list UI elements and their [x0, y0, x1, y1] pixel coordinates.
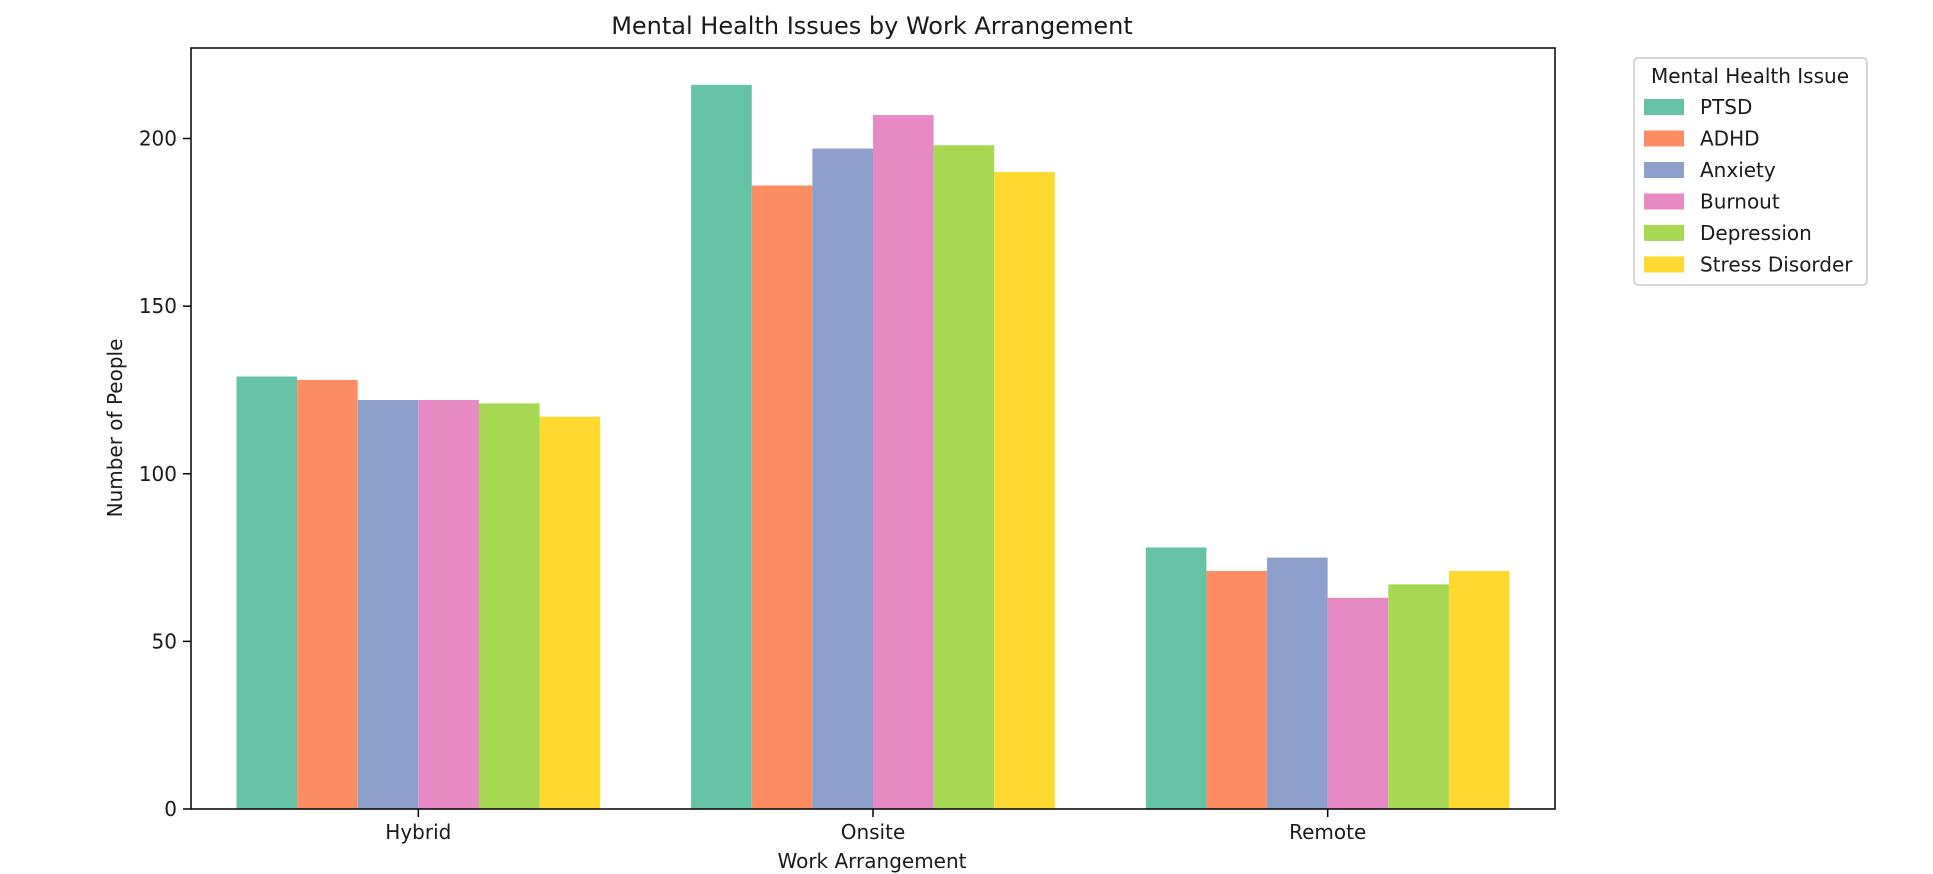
- legend-label: Stress Disorder: [1700, 253, 1853, 277]
- legend: Mental Health Issue PTSD ADHD Anxiety Burno…: [1633, 57, 1868, 286]
- legend-label: Depression: [1700, 221, 1812, 245]
- y-tick-label: 100: [139, 462, 177, 486]
- legend-frame: [1633, 57, 1868, 286]
- bar-burnout-remote: [1327, 597, 1389, 809]
- x-tick-label: Onsite: [841, 820, 906, 844]
- y-tick-label: 200: [139, 127, 177, 151]
- bars-group: [236, 84, 1510, 810]
- legend-swatch: [1644, 225, 1684, 241]
- bar-anxiety-remote: [1267, 557, 1328, 809]
- bar-depression-onsite: [933, 145, 995, 810]
- y-tick-label: 0: [164, 797, 177, 821]
- legend-swatch: [1644, 99, 1684, 115]
- legend-swatch: [1644, 193, 1684, 210]
- bar-anxiety-hybrid: [357, 400, 419, 809]
- legend-label: Anxiety: [1700, 158, 1776, 182]
- bar-adhd-remote: [1206, 570, 1268, 809]
- legend-swatch: [1644, 130, 1684, 147]
- bar-depression-remote: [1388, 584, 1449, 809]
- bar-anxiety-onsite: [812, 148, 873, 809]
- bar-ptsd-hybrid: [236, 376, 298, 809]
- x-tick-label: Hybrid: [385, 820, 451, 844]
- legend-title: Mental Health Issue: [1651, 64, 1849, 88]
- bar-depression-hybrid: [478, 403, 540, 809]
- y-axis: 0 50 100 150 200: [139, 127, 191, 821]
- bar-burnout-onsite: [873, 115, 934, 810]
- bar-burnout-hybrid: [418, 400, 479, 809]
- bar-ptsd-onsite: [691, 84, 752, 809]
- legend-label: PTSD: [1700, 95, 1752, 119]
- x-tick-label: Remote: [1289, 820, 1366, 844]
- legend-items: PTSD ADHD Anxiety Burnout Depression Stress D…: [1644, 95, 1853, 277]
- bar-ptsd-remote: [1145, 547, 1207, 809]
- x-axis-label: Work Arrangement: [777, 849, 966, 873]
- chart-title: Mental Health Issues by Work Arrangement: [611, 12, 1133, 40]
- legend-label: ADHD: [1700, 127, 1760, 151]
- bar-adhd-hybrid: [297, 379, 358, 809]
- bar-adhd-onsite: [751, 185, 813, 809]
- bar-stress-disorder-hybrid: [539, 416, 601, 809]
- y-tick-label: 50: [152, 629, 177, 653]
- legend-swatch: [1644, 162, 1684, 178]
- legend-swatch: [1644, 256, 1684, 273]
- legend-label: Burnout: [1700, 190, 1780, 214]
- y-tick-label: 150: [139, 294, 177, 318]
- bar-stress-disorder-remote: [1448, 570, 1510, 809]
- bar-stress-disorder-onsite: [994, 172, 1055, 810]
- y-axis-label: Number of People: [103, 339, 127, 518]
- x-axis: Hybrid Onsite Remote: [385, 809, 1366, 844]
